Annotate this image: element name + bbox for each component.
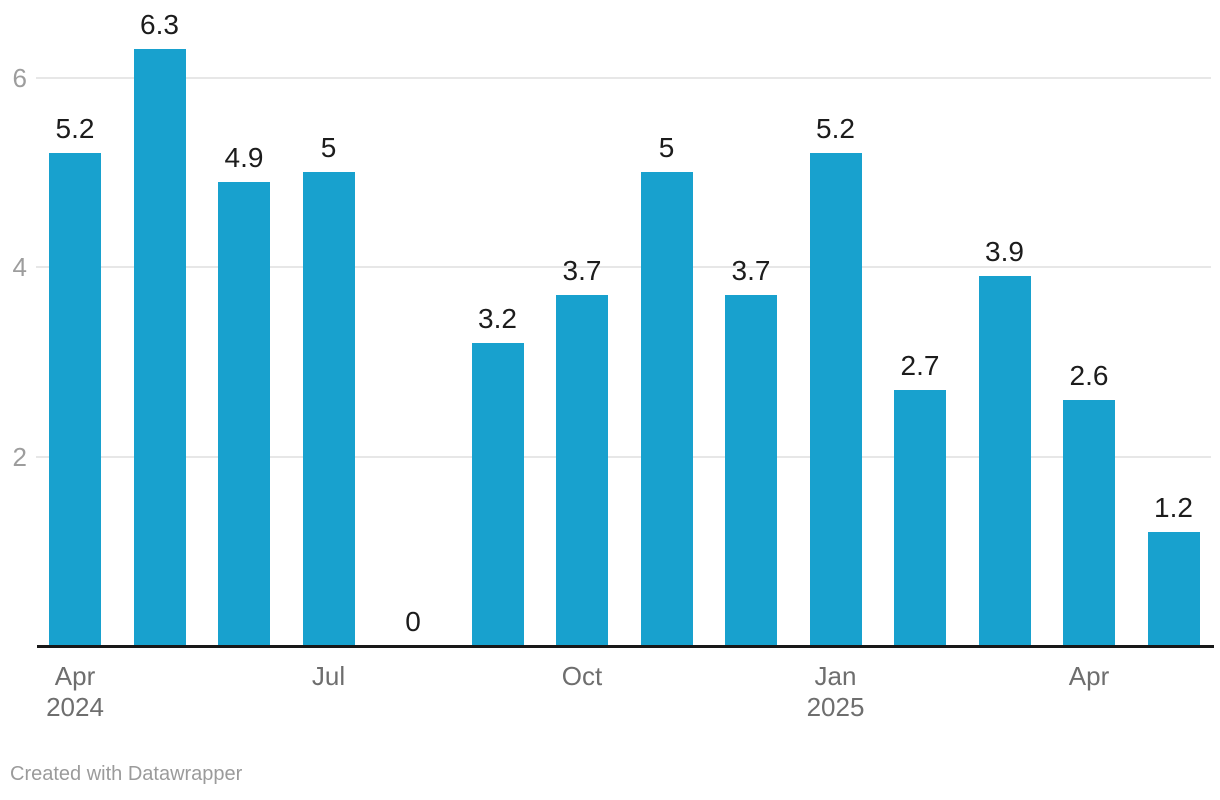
bar-value-label: 3.9 <box>985 236 1024 268</box>
bar-apr-2024[interactable] <box>49 153 101 646</box>
bar-mar-2025[interactable] <box>978 276 1031 646</box>
x-tick-label: Apr 2024 <box>0 661 155 723</box>
y-tick-label: 4 <box>12 252 27 282</box>
bar-value-label: 1.2 <box>1154 492 1193 524</box>
x-tick-line: Oct <box>561 661 603 691</box>
bar-jun-2024[interactable] <box>218 181 270 646</box>
x-tick-label: Jan 2025 <box>756 661 916 723</box>
y-tick-label: 6 <box>12 62 27 93</box>
x-tick-line: Apr <box>1068 661 1110 691</box>
bar-nov-2024[interactable] <box>640 172 693 646</box>
bar-dec-2024[interactable] <box>725 295 777 646</box>
x-tick-line: Jan <box>814 661 857 691</box>
bar-value-label: 3.7 <box>562 255 602 287</box>
bar-may-2025[interactable] <box>1147 532 1200 646</box>
x-axis-line <box>37 645 1214 648</box>
gridline-y-6 <box>36 76 1211 79</box>
x-tick-line: Jul <box>311 661 346 691</box>
x-tick-line: Apr <box>54 661 96 691</box>
x-tick-label: Oct <box>502 661 662 692</box>
bar-apr-2025[interactable] <box>1063 399 1115 646</box>
bar-oct-2024[interactable] <box>556 295 608 646</box>
datawrapper-credit-link[interactable]: Created with Datawrapper <box>10 763 243 785</box>
bar-value-label: 5 <box>320 132 337 164</box>
bar-value-label: 3.2 <box>478 302 517 334</box>
x-tick-line: 2025 <box>806 692 865 722</box>
bar-value-label: 3.7 <box>731 255 771 287</box>
bar-value-label: 2.7 <box>900 350 940 382</box>
bar-value-label: 5.2 <box>816 113 855 145</box>
x-tick-label: Jul <box>249 661 409 692</box>
bar-sep-2024[interactable] <box>471 342 524 646</box>
bar-jul-2024[interactable] <box>302 172 355 646</box>
x-tick-label: Apr <box>1009 661 1169 692</box>
gridline-y-4 <box>36 266 1211 268</box>
bar-value-label: 6.3 <box>140 9 179 41</box>
gridline-y-2 <box>36 455 1211 458</box>
bar-value-label: 4.9 <box>224 141 264 173</box>
bar-may-2024[interactable] <box>133 49 186 646</box>
y-tick-label: 2 <box>12 441 27 472</box>
bar-value-label: 2.6 <box>1069 359 1109 391</box>
bar-jan-2025[interactable] <box>809 153 862 646</box>
bar-value-label: 5 <box>658 132 675 164</box>
bar-feb-2025[interactable] <box>894 390 946 646</box>
bar-value-label: 5.2 <box>55 113 95 145</box>
bar-value-label: 0 <box>405 606 421 637</box>
x-tick-line: 2024 <box>46 692 104 722</box>
